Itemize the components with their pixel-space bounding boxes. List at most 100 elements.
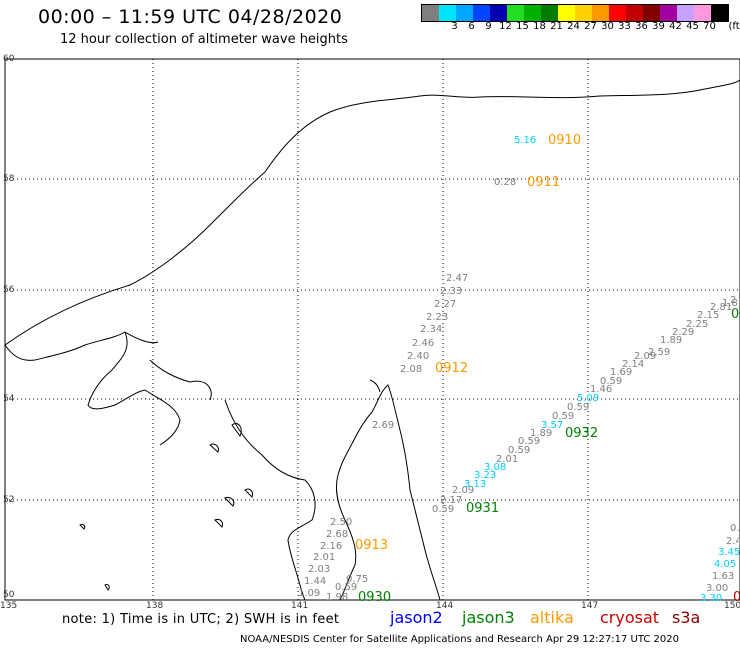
pass-time-label: 0910 <box>548 133 581 148</box>
wave-height-value: 3.45 <box>718 547 740 558</box>
wave-height-value: 2.16 <box>320 541 342 552</box>
wave-height-value: 3.00 <box>706 583 728 594</box>
lat-label-54: 54 <box>3 394 15 404</box>
wave-height-value: 1.89 <box>660 335 682 346</box>
wave-height-value: 0.59 <box>508 445 530 456</box>
lon-label-135: 135 <box>0 601 18 611</box>
pass-time-label: 0911 <box>527 175 560 190</box>
lon-label-138: 138 <box>146 601 164 611</box>
wave-height-value: 2 <box>730 295 736 306</box>
wave-height-value: 0. <box>730 523 740 534</box>
units-note: note: 1) Time is in UTC; 2) SWH is in fe… <box>62 612 340 627</box>
wave-height-value: 2.01 <box>496 454 518 465</box>
lon-label-144: 144 <box>436 601 454 611</box>
lon-label-141: 141 <box>291 601 309 611</box>
legend-jason2: jason2 <box>390 608 443 627</box>
color-scale-label: 70 <box>703 21 716 32</box>
wave-height-value: 2.47 <box>446 273 468 284</box>
lon-label-150: 150 <box>724 601 740 611</box>
color-scale-swatch <box>507 5 524 21</box>
wave-height-value: 2.69 <box>372 420 394 431</box>
legend-altika: altika <box>530 608 574 627</box>
wave-height-value: 2.50 <box>330 517 352 528</box>
lat-label-56: 56 <box>3 285 15 295</box>
color-scale-label: 18 <box>533 21 546 32</box>
color-scale-swatch <box>660 5 677 21</box>
wave-height-value: 2.40 <box>407 351 429 362</box>
pass-time-label: 0 <box>733 590 740 605</box>
color-scale-label: 9 <box>485 21 492 32</box>
wave-height-value: 2.14 <box>622 359 644 370</box>
color-scale-swatch <box>558 5 575 21</box>
pass-time-label: 0932 <box>565 426 598 441</box>
color-scale-swatch <box>711 5 728 21</box>
wave-height-value: 1.44 <box>304 576 326 587</box>
color-scale-label: 42 <box>669 21 682 32</box>
lat-label-50: 50 <box>3 590 15 600</box>
color-scale-label: 39 <box>652 21 665 32</box>
color-scale-label: 27 <box>584 21 597 32</box>
wave-height-value: 2.25 <box>686 319 708 330</box>
color-scale-label: 12 <box>499 21 512 32</box>
wave-height-value: 1.46 <box>590 384 612 395</box>
wave-height-value: 0.59 <box>567 402 589 413</box>
color-scale-swatch <box>575 5 592 21</box>
wave-height-value: 3.08 <box>484 462 506 473</box>
wave-height-value: 0.59 <box>552 411 574 422</box>
color-scale-swatch <box>524 5 541 21</box>
wave-height-value: 2.09 <box>452 485 474 496</box>
lat-label-52: 52 <box>3 495 15 505</box>
wave-height-value: 0.59 <box>432 504 454 515</box>
color-scale-label: 21 <box>550 21 563 32</box>
wave-height-value: 1.98 <box>326 592 348 603</box>
wave-height-value: 2.17 <box>440 495 462 506</box>
pass-time-label: 0931 <box>466 501 499 516</box>
color-scale-label: 6 <box>468 21 475 32</box>
color-scale-unit: (ft) <box>728 21 740 32</box>
map-title: 00:00 – 11:59 UTC 04/28/2020 <box>38 6 343 28</box>
wave-height-value: 3.57 <box>541 420 563 431</box>
wave-height-value: 1.69 <box>610 367 632 378</box>
color-scale-label: 30 <box>601 21 614 32</box>
color-scale-swatch <box>609 5 626 21</box>
credit-footer: NOAA/NESDIS Center for Satellite Applica… <box>240 634 679 645</box>
color-scale-swatch <box>541 5 558 21</box>
color-scale-label: 36 <box>635 21 648 32</box>
color-scale-swatch <box>473 5 490 21</box>
color-scale-swatch <box>490 5 507 21</box>
wave-height-value: 0.28 <box>494 177 516 188</box>
wave-height-value: 1.63 <box>712 571 734 582</box>
color-scale-swatch <box>439 5 456 21</box>
lon-label-147: 147 <box>581 601 599 611</box>
legend-s3a: s3a <box>672 608 701 627</box>
wave-height-value: 2.27 <box>434 299 456 310</box>
pass-time-label: 0 <box>731 307 739 322</box>
wave-height-value: 2.08 <box>400 364 422 375</box>
wave-height-value: 3.13 <box>464 479 486 490</box>
wave-height-value: 2.01 <box>313 552 335 563</box>
wave-height-value: 2.29 <box>672 327 694 338</box>
lat-label-60: 60 <box>3 54 15 64</box>
wave-height-value: 2.81 <box>710 302 732 313</box>
wave-height-value: 1.09 <box>298 588 320 599</box>
coastline <box>4 79 740 601</box>
map-subtitle: 12 hour collection of altimeter wave hei… <box>60 32 348 47</box>
wave-height-value: 2.15 <box>697 310 719 321</box>
wave-height-value: 3.30 <box>700 593 722 604</box>
wave-height-value: 2.33 <box>440 286 462 297</box>
color-scale-swatch <box>422 5 439 21</box>
wave-height-value: 2.4 <box>726 536 740 547</box>
pass-time-label: 0913 <box>355 538 388 553</box>
color-scale-label: 33 <box>618 21 631 32</box>
legend-cryosat: cryosat <box>600 608 660 627</box>
pass-time-label: 0912 <box>435 361 468 376</box>
color-scale-swatch <box>677 5 694 21</box>
graticule <box>5 59 740 600</box>
wave-height-value: 0.75 <box>346 574 368 585</box>
color-scale-label: 45 <box>686 21 699 32</box>
color-scale-swatch <box>456 5 473 21</box>
wave-height-value: 2.68 <box>326 529 348 540</box>
wave-height-value: 3.23 <box>474 470 496 481</box>
